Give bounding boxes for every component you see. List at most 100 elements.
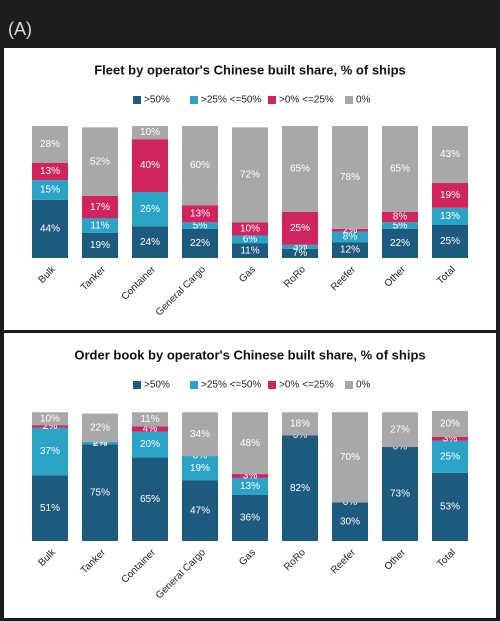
bar-segment	[232, 412, 268, 475]
bar-segment	[132, 126, 168, 140]
bar-segment	[32, 427, 68, 476]
value-label: 13%	[440, 211, 460, 222]
legend-swatch	[133, 381, 141, 389]
value-label: 8%	[343, 232, 358, 243]
value-label: 82%	[290, 483, 310, 494]
bar-segment	[282, 126, 318, 212]
value-label: 18%	[290, 419, 310, 430]
bar-segment	[82, 232, 118, 258]
panel-label: (A)	[8, 19, 32, 39]
bar-segment	[32, 199, 68, 258]
bar-segment	[182, 205, 218, 223]
bar-segment	[332, 228, 368, 232]
legend-swatch	[268, 96, 276, 104]
bar-segment	[182, 480, 218, 541]
bar-segment	[382, 222, 418, 229]
bar-segment	[232, 222, 268, 236]
legend-label: >25% <=50%	[201, 95, 261, 106]
value-label: 75%	[90, 487, 110, 498]
value-label: 0%	[343, 497, 358, 508]
bar-segment	[82, 413, 118, 442]
value-label: 52%	[90, 156, 110, 167]
value-label: 40%	[140, 160, 160, 171]
bar-segment	[432, 411, 468, 437]
legend-label: >25% <=50%	[201, 380, 261, 391]
value-label: 34%	[190, 429, 210, 440]
value-label: 10%	[40, 413, 60, 424]
legend-swatch	[345, 96, 353, 104]
bar-segment	[382, 412, 418, 448]
bar-segment	[232, 127, 268, 223]
legend-label: >0% <=25%	[279, 95, 334, 106]
value-label: 27%	[390, 424, 410, 435]
bar-segment	[32, 162, 68, 181]
bar-segment	[432, 436, 468, 441]
bar-segment	[32, 126, 68, 163]
value-label: 20%	[440, 419, 460, 430]
bar-segment	[332, 412, 368, 503]
bar-segment	[432, 225, 468, 258]
value-label: 2%	[93, 438, 108, 449]
bar-segment	[432, 472, 468, 541]
legend-swatch	[133, 96, 141, 104]
bar-segment	[132, 192, 168, 227]
bar-segment	[32, 180, 68, 200]
value-label: 26%	[140, 204, 160, 215]
chart-title: Order book by operator's Chinese built s…	[74, 347, 425, 362]
value-label: 12%	[340, 245, 360, 256]
value-label: 65%	[390, 164, 410, 175]
value-label: 7%	[293, 248, 308, 259]
legend-label: >0% <=25%	[279, 380, 334, 391]
legend-label: >50%	[144, 95, 170, 106]
bar-segment	[132, 431, 168, 458]
legend-swatch	[190, 96, 198, 104]
value-label: 6%	[243, 234, 258, 245]
bar-segment	[232, 235, 268, 244]
value-label: 22%	[190, 238, 210, 249]
value-label: 60%	[190, 160, 210, 171]
value-label: 2%	[343, 225, 358, 236]
value-label: 2%	[43, 421, 58, 432]
value-label: 15%	[40, 185, 60, 196]
value-label: 65%	[290, 164, 310, 175]
bar-segment	[382, 126, 418, 212]
value-label: 51%	[40, 503, 60, 514]
value-label: 72%	[240, 169, 260, 180]
bar-segment	[432, 182, 468, 208]
value-label: 48%	[240, 438, 260, 449]
bar-segment	[182, 126, 218, 206]
value-label: 13%	[240, 481, 260, 492]
value-label: 30%	[340, 516, 360, 527]
value-label: 78%	[340, 172, 360, 183]
bar-segment	[382, 228, 418, 258]
value-label: 5%	[393, 220, 408, 231]
value-label: 73%	[390, 489, 410, 500]
bar-segment	[282, 412, 318, 436]
bar-segment	[282, 211, 318, 245]
value-label: 22%	[390, 238, 410, 249]
value-label: 13%	[40, 166, 60, 177]
legend-swatch	[190, 381, 198, 389]
bar-segment	[332, 126, 368, 229]
bar-segment	[382, 211, 418, 223]
value-label: 0%	[293, 430, 308, 441]
legend-label: >50%	[144, 380, 170, 391]
bar-segment	[132, 412, 168, 427]
value-label: 11%	[140, 414, 159, 425]
value-label: 25%	[290, 223, 310, 234]
value-label: 53%	[440, 502, 460, 513]
value-label: 17%	[90, 202, 110, 213]
value-label: 3%	[243, 471, 258, 482]
bar-segment	[132, 139, 168, 192]
bar-segment	[282, 435, 318, 541]
value-label: 0%	[93, 437, 108, 448]
value-label: 5%	[193, 220, 208, 231]
bar-segment	[232, 474, 268, 478]
value-label: 8%	[393, 212, 408, 223]
value-label: 10%	[240, 224, 260, 235]
value-label: 19%	[190, 463, 210, 474]
bar-segment	[432, 207, 468, 225]
value-label: 11%	[90, 220, 109, 231]
bar-segment	[332, 502, 368, 541]
